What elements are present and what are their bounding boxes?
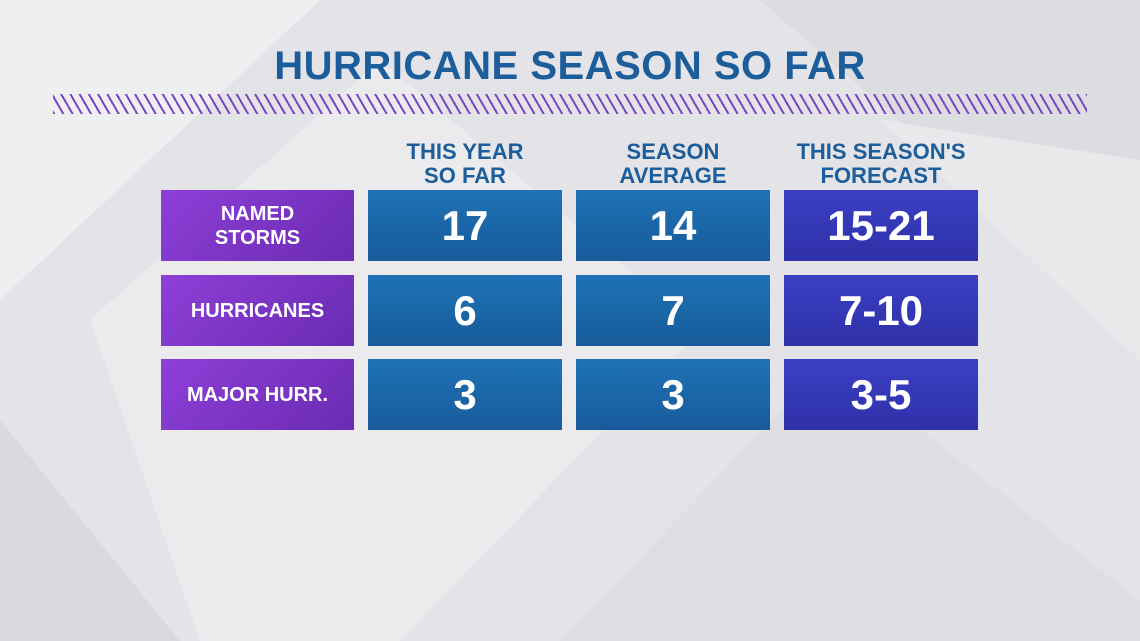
row-label: NAMED STORMS	[161, 190, 354, 261]
row-label: MAJOR HURR.	[161, 359, 354, 430]
column-header: THIS YEAR SO FAR	[368, 140, 562, 190]
column-header-line: THIS YEAR	[406, 139, 524, 164]
page-title: HURRICANE SEASON SO FAR	[274, 44, 866, 88]
value-cell: 7-10	[784, 275, 978, 346]
column-header: SEASON AVERAGE	[576, 140, 770, 190]
value-cell: 3	[368, 359, 562, 430]
column-header-line: SO FAR	[424, 163, 506, 188]
row-label-line: STORMS	[214, 226, 301, 249]
column-header-line: THIS SEASON'S	[796, 139, 966, 164]
column-header-line: FORECAST	[820, 163, 942, 188]
column-header-line: AVERAGE	[619, 163, 727, 188]
value-cell: 3-5	[784, 359, 978, 430]
row-label-line: HURRICANES	[190, 299, 325, 322]
value-cell: 15-21	[784, 190, 978, 261]
value-cell: 14	[576, 190, 770, 261]
value-cell: 7	[576, 275, 770, 346]
column-header-line: SEASON	[626, 139, 720, 164]
row-label-line: NAMED	[220, 202, 295, 225]
row-label-line: MAJOR HURR.	[186, 383, 329, 406]
row-label: HURRICANES	[161, 275, 354, 346]
value-cell: 6	[368, 275, 562, 346]
column-header: THIS SEASON'S FORECAST	[784, 140, 978, 190]
decorative-stripe	[53, 94, 1087, 114]
value-cell: 3	[576, 359, 770, 430]
value-cell: 17	[368, 190, 562, 261]
